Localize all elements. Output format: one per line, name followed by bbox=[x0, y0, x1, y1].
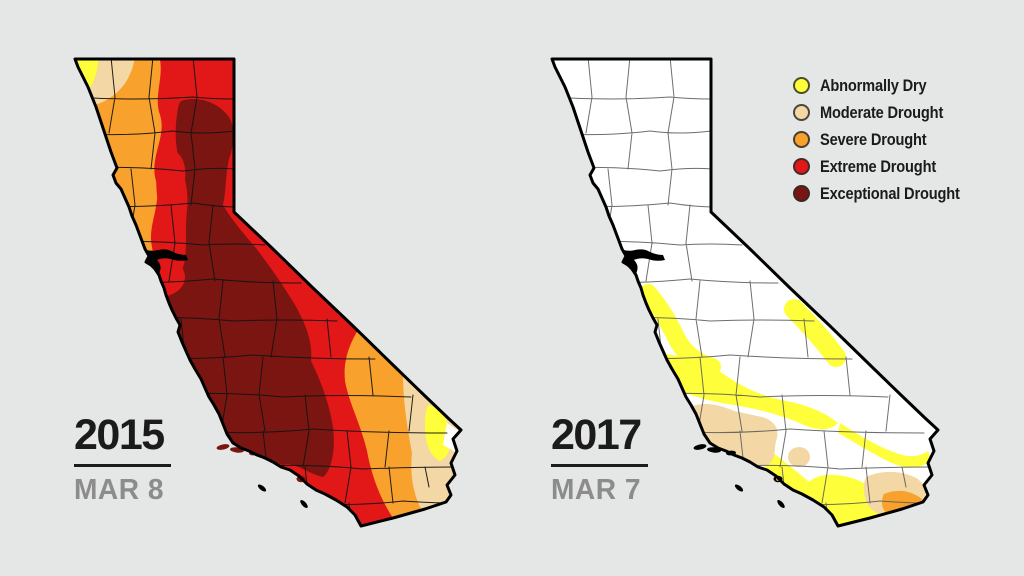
year-text-2017: 2017 bbox=[551, 411, 642, 459]
legend-label: Moderate Drought bbox=[820, 103, 944, 122]
region-moderate-central-coast bbox=[690, 404, 778, 467]
region-exceptional-central bbox=[164, 98, 334, 478]
region-moderate-northwest bbox=[85, 59, 135, 105]
california-map-2017 bbox=[550, 57, 940, 528]
legend-label: Abnormally Dry bbox=[820, 76, 927, 95]
abnormally-dry-swatch-icon bbox=[793, 77, 810, 94]
legend-item-exceptional-drought: Exceptional Drought bbox=[793, 185, 982, 202]
moderate-drought-swatch-icon bbox=[793, 104, 810, 121]
exceptional-drought-swatch-icon bbox=[793, 185, 810, 202]
date-label-2017: 2017 MAR 7 bbox=[551, 414, 681, 505]
legend-item-extreme-drought: Extreme Drought bbox=[793, 158, 982, 175]
date-text-2015: MAR 8 bbox=[74, 474, 164, 506]
severe-drought-swatch-icon bbox=[793, 131, 810, 148]
map-panel-2015: 2015 MAR 8 bbox=[73, 57, 465, 529]
region-severe-northwest-coast bbox=[75, 59, 163, 373]
region-abnormally-dry-central bbox=[654, 353, 838, 430]
date-text-2017: MAR 7 bbox=[551, 474, 641, 506]
region-moderate-los-angeles bbox=[788, 447, 810, 467]
legend-label: Exceptional Drought bbox=[820, 184, 960, 203]
legend-label: Extreme Drought bbox=[820, 157, 937, 176]
region-abnormally-dry-inland-band bbox=[838, 423, 932, 468]
date-label-2015: 2015 MAR 8 bbox=[74, 414, 204, 505]
divider-line bbox=[74, 464, 171, 467]
year-text-2015: 2015 bbox=[74, 411, 165, 459]
drought-legend: Abnormally Dry Moderate Drought Severe D… bbox=[793, 77, 982, 212]
map-panel-2017: 2017 MAR 7 bbox=[550, 57, 942, 529]
legend-label: Severe Drought bbox=[820, 130, 927, 149]
legend-item-abnormally-dry: Abnormally Dry bbox=[793, 77, 982, 94]
divider-line bbox=[551, 464, 648, 467]
legend-item-severe-drought: Severe Drought bbox=[793, 131, 982, 148]
legend-item-moderate-drought: Moderate Drought bbox=[793, 104, 982, 121]
extreme-drought-swatch-icon bbox=[793, 158, 810, 175]
california-map-2015 bbox=[73, 57, 463, 528]
region-abnormally-dry-northeast-band bbox=[784, 299, 846, 367]
